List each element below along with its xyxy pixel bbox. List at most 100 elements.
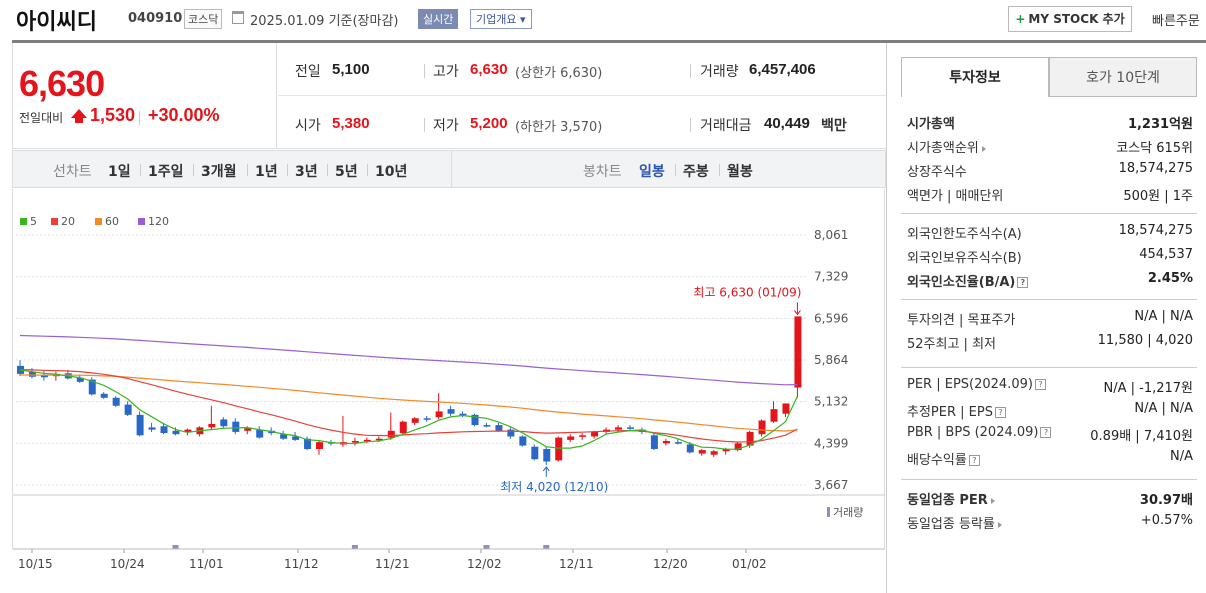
info-key: 투자의견 | 목표주가 xyxy=(907,313,1016,328)
stock-code: 040910 xyxy=(128,11,183,26)
up-arrow-icon xyxy=(71,109,87,118)
tab-order-book[interactable]: 호가 10단계 xyxy=(1049,57,1197,97)
candle-body xyxy=(758,420,766,435)
help-icon[interactable]: ? xyxy=(1017,277,1029,288)
separator xyxy=(719,164,720,176)
group-divider xyxy=(901,479,1197,480)
candle-body xyxy=(734,443,742,451)
add-mystock-button[interactable]: + MY STOCK 추가 xyxy=(1008,6,1132,32)
candle-body xyxy=(794,316,802,388)
ma-5-line xyxy=(19,369,798,450)
info-value: 500원 | 1주 xyxy=(1123,189,1193,204)
invest-info-panel: 투자정보 호가 10단계 시가총액 1,231억원 시가총액순위 코스닥 615위 상장… xyxy=(886,43,1206,593)
candle-body xyxy=(686,444,694,453)
quick-order-link[interactable]: 빠른주문 xyxy=(1152,14,1200,29)
candle-monthly[interactable]: 월봉 xyxy=(727,164,753,180)
help-icon[interactable]: ? xyxy=(1040,427,1052,438)
candle-daily[interactable]: 일봉 xyxy=(639,164,665,180)
period-1d[interactable]: 1일 xyxy=(108,164,131,180)
x-tick-label: 11/12 xyxy=(284,557,319,571)
period-1w[interactable]: 1주일 xyxy=(148,164,184,180)
realtime-button[interactable]: 실시간 xyxy=(418,9,459,29)
info-row[interactable]: 시가총액순위 코스닥 615위 xyxy=(901,133,1197,157)
legend-swatch-120 xyxy=(138,218,145,225)
help-icon[interactable]: ? xyxy=(994,407,1006,418)
tab-invest-info[interactable]: 투자정보 xyxy=(901,57,1049,97)
candle-chart-svg: 5 20 60 120 8,061 7,329 6,596 5,864 5,132 4,399 3,… xyxy=(13,215,885,571)
trade-value: 40,449 xyxy=(764,115,810,132)
info-row: 외국인한도주식수(A) 18,574,275 xyxy=(901,219,1197,243)
candle-body xyxy=(172,430,180,435)
chart-frame xyxy=(12,189,885,549)
period-3m[interactable]: 3개월 xyxy=(201,164,237,180)
max-annotation: 최고 6,630 (01/09) xyxy=(693,285,801,299)
separator xyxy=(424,118,425,132)
period-5y[interactable]: 5년 xyxy=(335,164,358,180)
separator xyxy=(424,64,425,78)
info-row: 외국인보유주식수(B) 454,537 xyxy=(901,243,1197,267)
volume-bar xyxy=(172,545,179,549)
candle-body xyxy=(375,438,383,441)
stock-chart[interactable]: 5 20 60 120 8,061 7,329 6,596 5,864 5,132 4,399 3,… xyxy=(12,189,886,593)
open-value: 5,380 xyxy=(332,115,370,132)
up-arrow-stem xyxy=(75,118,83,123)
info-value: N/A | N/A xyxy=(1134,309,1193,324)
period-1y[interactable]: 1년 xyxy=(255,164,278,180)
info-group1: 시가총액 1,231억원 시가총액순위 코스닥 615위 상장주식수 18,574,275… xyxy=(901,109,1197,205)
info-value: +0.57% xyxy=(1140,513,1193,528)
candle-body xyxy=(280,434,288,439)
low-value: 5,200 xyxy=(470,115,508,132)
separator xyxy=(193,164,194,176)
info-group3: 투자의견 | 목표주가 N/A | N/A 52주최고 | 최저 11,580 | 4… xyxy=(901,305,1197,353)
candle-body xyxy=(232,421,240,432)
info-value: 30.97배 xyxy=(1139,493,1193,508)
info-row[interactable]: 동일업종 등락률 +0.57% xyxy=(901,509,1197,533)
period-3y[interactable]: 3년 xyxy=(295,164,318,180)
x-tick-label: 01/02 xyxy=(732,557,767,571)
candle-body xyxy=(471,414,479,426)
info-value: 454,537 xyxy=(1139,247,1193,262)
period-10y[interactable]: 10년 xyxy=(375,164,408,180)
company-overview-dropdown[interactable]: 기업개요 ▾ xyxy=(470,9,532,29)
legend-swatch-20 xyxy=(51,218,58,225)
candle-body xyxy=(184,429,192,432)
candle-body xyxy=(316,442,324,449)
caret-right-icon xyxy=(990,497,995,504)
candle-body xyxy=(148,427,156,430)
candle-body xyxy=(746,431,754,446)
x-tick-label: 12/20 xyxy=(653,557,688,571)
info-group5: 동일업종 PER 30.97배 동일업종 등락률 +0.57% xyxy=(901,485,1197,533)
y-tick-label: 5,132 xyxy=(814,395,848,409)
candle-body xyxy=(447,409,455,414)
header-divider xyxy=(12,40,1206,43)
max-arrow-head xyxy=(794,310,801,316)
info-value: 18,574,275 xyxy=(1118,161,1193,176)
trade-value-unit: 백만 xyxy=(821,118,847,134)
help-icon[interactable]: ? xyxy=(968,455,980,466)
info-value: 11,580 | 4,020 xyxy=(1097,333,1193,348)
info-value: 코스닥 615위 xyxy=(1116,141,1193,156)
info-row[interactable]: 동일업종 PER 30.97배 xyxy=(901,485,1197,509)
candle-body xyxy=(674,442,682,444)
volume-legend-label: 거래량 xyxy=(833,506,863,519)
change-amount: 1,530 xyxy=(90,105,136,125)
info-key: 시가총액순위 xyxy=(907,137,986,156)
high-label: 고가 xyxy=(433,64,459,80)
volume-bar xyxy=(351,545,358,549)
info-key: 시가총액 xyxy=(907,117,955,132)
separator xyxy=(367,164,368,176)
info-row: 외국인소진율(B/A)? 2.45% xyxy=(901,267,1197,291)
candle-body xyxy=(208,423,216,428)
market-badge: 코스닥 xyxy=(184,9,223,29)
separator xyxy=(139,111,140,125)
legend-label-60: 60 xyxy=(105,215,119,228)
lower-limit: (하한가 3,570) xyxy=(515,120,603,135)
info-key: PBR | BPS (2024.09)? xyxy=(907,425,1052,440)
x-tick-label: 11/01 xyxy=(189,557,224,571)
candle-body xyxy=(662,441,670,444)
info-row: 배당수익률? N/A xyxy=(901,445,1197,469)
candle-body xyxy=(782,403,790,414)
help-icon[interactable]: ? xyxy=(1034,379,1046,390)
candle-weekly[interactable]: 주봉 xyxy=(683,164,709,180)
candle-body xyxy=(615,427,623,430)
